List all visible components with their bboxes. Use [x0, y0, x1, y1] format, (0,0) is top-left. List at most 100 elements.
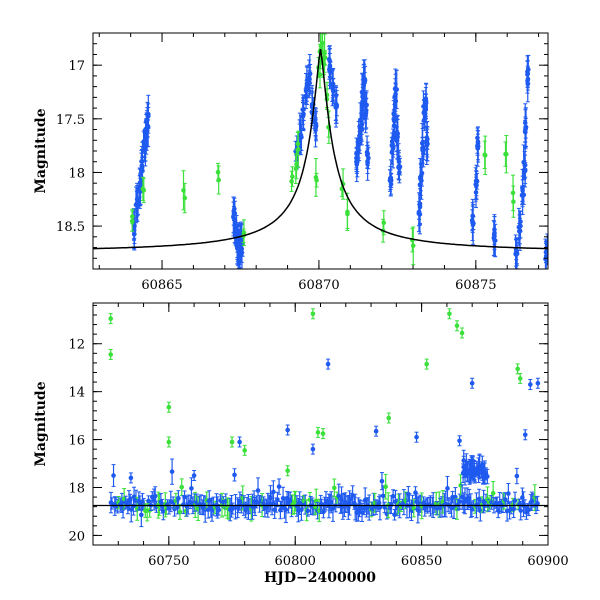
green-data-point — [295, 130, 301, 169]
green-outlier-point — [447, 308, 452, 320]
green-outlier-point — [108, 313, 113, 325]
green-data-point — [179, 478, 185, 496]
blue-data-point — [271, 480, 276, 504]
bottom-data-layer — [93, 308, 548, 528]
blue-outlier-point — [128, 472, 134, 484]
blue-data-point — [363, 92, 369, 129]
blue-data-point — [389, 137, 395, 154]
blue-data-point — [393, 78, 398, 101]
green-data-point — [130, 208, 135, 225]
blue-data-point — [299, 498, 304, 521]
green-outlier-point — [166, 436, 172, 448]
bottom-y-tick-label: 18 — [68, 481, 85, 496]
blue-data-point — [418, 164, 424, 192]
top-x-tick-label: 60875 — [455, 278, 496, 293]
blue-data-point — [425, 128, 430, 150]
blue-outlier-point — [414, 431, 419, 443]
blue-data-point — [453, 487, 458, 507]
green-outlier-point — [515, 363, 520, 375]
green-outlier-point — [285, 465, 290, 477]
blue-data-point — [152, 486, 158, 506]
blue-data-point — [298, 121, 303, 151]
blue-data-point — [492, 223, 498, 258]
top-plot-frame — [92, 32, 549, 270]
top-panel: 60865 60870 60875 17 17.5 18 18.5 Magnitude — [33, 32, 549, 293]
bottom-x-tick-label: 60800 — [275, 554, 316, 569]
blue-data-point — [276, 478, 282, 495]
green-data-point — [182, 182, 188, 214]
blue-data-point — [365, 145, 370, 162]
green-outlier-point — [315, 426, 321, 438]
bottom-y-tick-label: 12 — [68, 338, 85, 353]
blue-data-point — [232, 197, 237, 221]
blue-outlier-point — [457, 435, 462, 447]
blue-data-point — [387, 169, 393, 187]
blue-data-point — [392, 508, 397, 521]
top-model-curve — [93, 48, 548, 250]
bottom-y-tick-label: 20 — [68, 529, 85, 544]
green-data-point — [504, 134, 509, 174]
green-outlier-point — [320, 428, 326, 440]
top-x-tick-label: 60870 — [298, 278, 339, 293]
green-outlier-point — [310, 308, 316, 320]
green-data-point — [314, 172, 319, 188]
bottom-plot-frame — [92, 302, 549, 546]
top-x-tick-label: 60865 — [141, 278, 182, 293]
blue-outlier-point — [310, 443, 316, 455]
blue-outlier-point — [528, 378, 533, 390]
green-outlier-point — [517, 372, 523, 384]
bottom-y-tick-label: 16 — [68, 434, 85, 449]
blue-outlier-point — [237, 436, 242, 448]
bottom-panel: 60750 60800 60850 60900 12 14 16 18 20 Magnitude… — [33, 302, 569, 586]
blue-data-point — [300, 99, 306, 131]
green-outlier-point — [229, 436, 235, 448]
blue-outlier-point — [285, 424, 290, 436]
blue-data-point — [377, 494, 383, 521]
blue-data-point — [476, 488, 482, 510]
top-y-tick-label: 18 — [68, 166, 85, 181]
green-data-point — [322, 33, 327, 73]
green-data-point — [318, 33, 324, 65]
blue-outlier-point — [325, 358, 331, 370]
blue-data-point — [520, 186, 525, 205]
blue-data-point — [359, 502, 365, 522]
green-data-point — [289, 170, 294, 192]
blue-data-point — [327, 45, 333, 77]
bottom-x-axis-label: HJD−2400000 — [264, 570, 376, 586]
green-data-point — [140, 176, 146, 201]
green-data-point — [332, 478, 337, 498]
blue-outlier-point — [535, 377, 541, 389]
bottom-y-tick-label: 14 — [68, 386, 85, 401]
blue-data-point — [394, 115, 400, 152]
blue-data-point — [513, 239, 519, 261]
blue-data-point — [471, 216, 476, 230]
green-outlier-point — [454, 320, 460, 332]
blue-data-point — [516, 222, 522, 240]
blue-data-point — [482, 460, 488, 485]
blue-data-point — [475, 462, 481, 478]
blue-data-point — [232, 468, 237, 482]
blue-data-point — [523, 116, 528, 148]
green-outlier-point — [459, 327, 465, 339]
blue-data-point — [307, 64, 313, 84]
bottom-x-tick-label: 60850 — [401, 554, 442, 569]
top-y-axis-label: Magnitude — [33, 108, 49, 193]
green-data-point — [510, 174, 516, 212]
bottom-y-axis-label: Magnitude — [33, 381, 49, 466]
blue-data-point — [514, 467, 520, 485]
blue-data-point — [475, 127, 480, 149]
blue-outlier-point — [191, 470, 197, 482]
blue-data-point — [145, 106, 151, 147]
blue-data-point — [396, 143, 401, 175]
green-data-point — [177, 503, 183, 520]
blue-outlier-point — [469, 377, 475, 389]
blue-data-point — [467, 462, 472, 485]
top-y-tick-label: 18.5 — [56, 220, 85, 235]
blue-data-point — [420, 140, 426, 155]
green-outlier-point — [108, 349, 113, 361]
green-data-point — [482, 140, 487, 170]
blue-data-point — [460, 463, 466, 484]
top-tick-layer: 60865 60870 60875 17 17.5 18 18.5 — [56, 32, 548, 293]
green-data-point — [216, 165, 221, 195]
blue-data-point — [521, 162, 527, 180]
